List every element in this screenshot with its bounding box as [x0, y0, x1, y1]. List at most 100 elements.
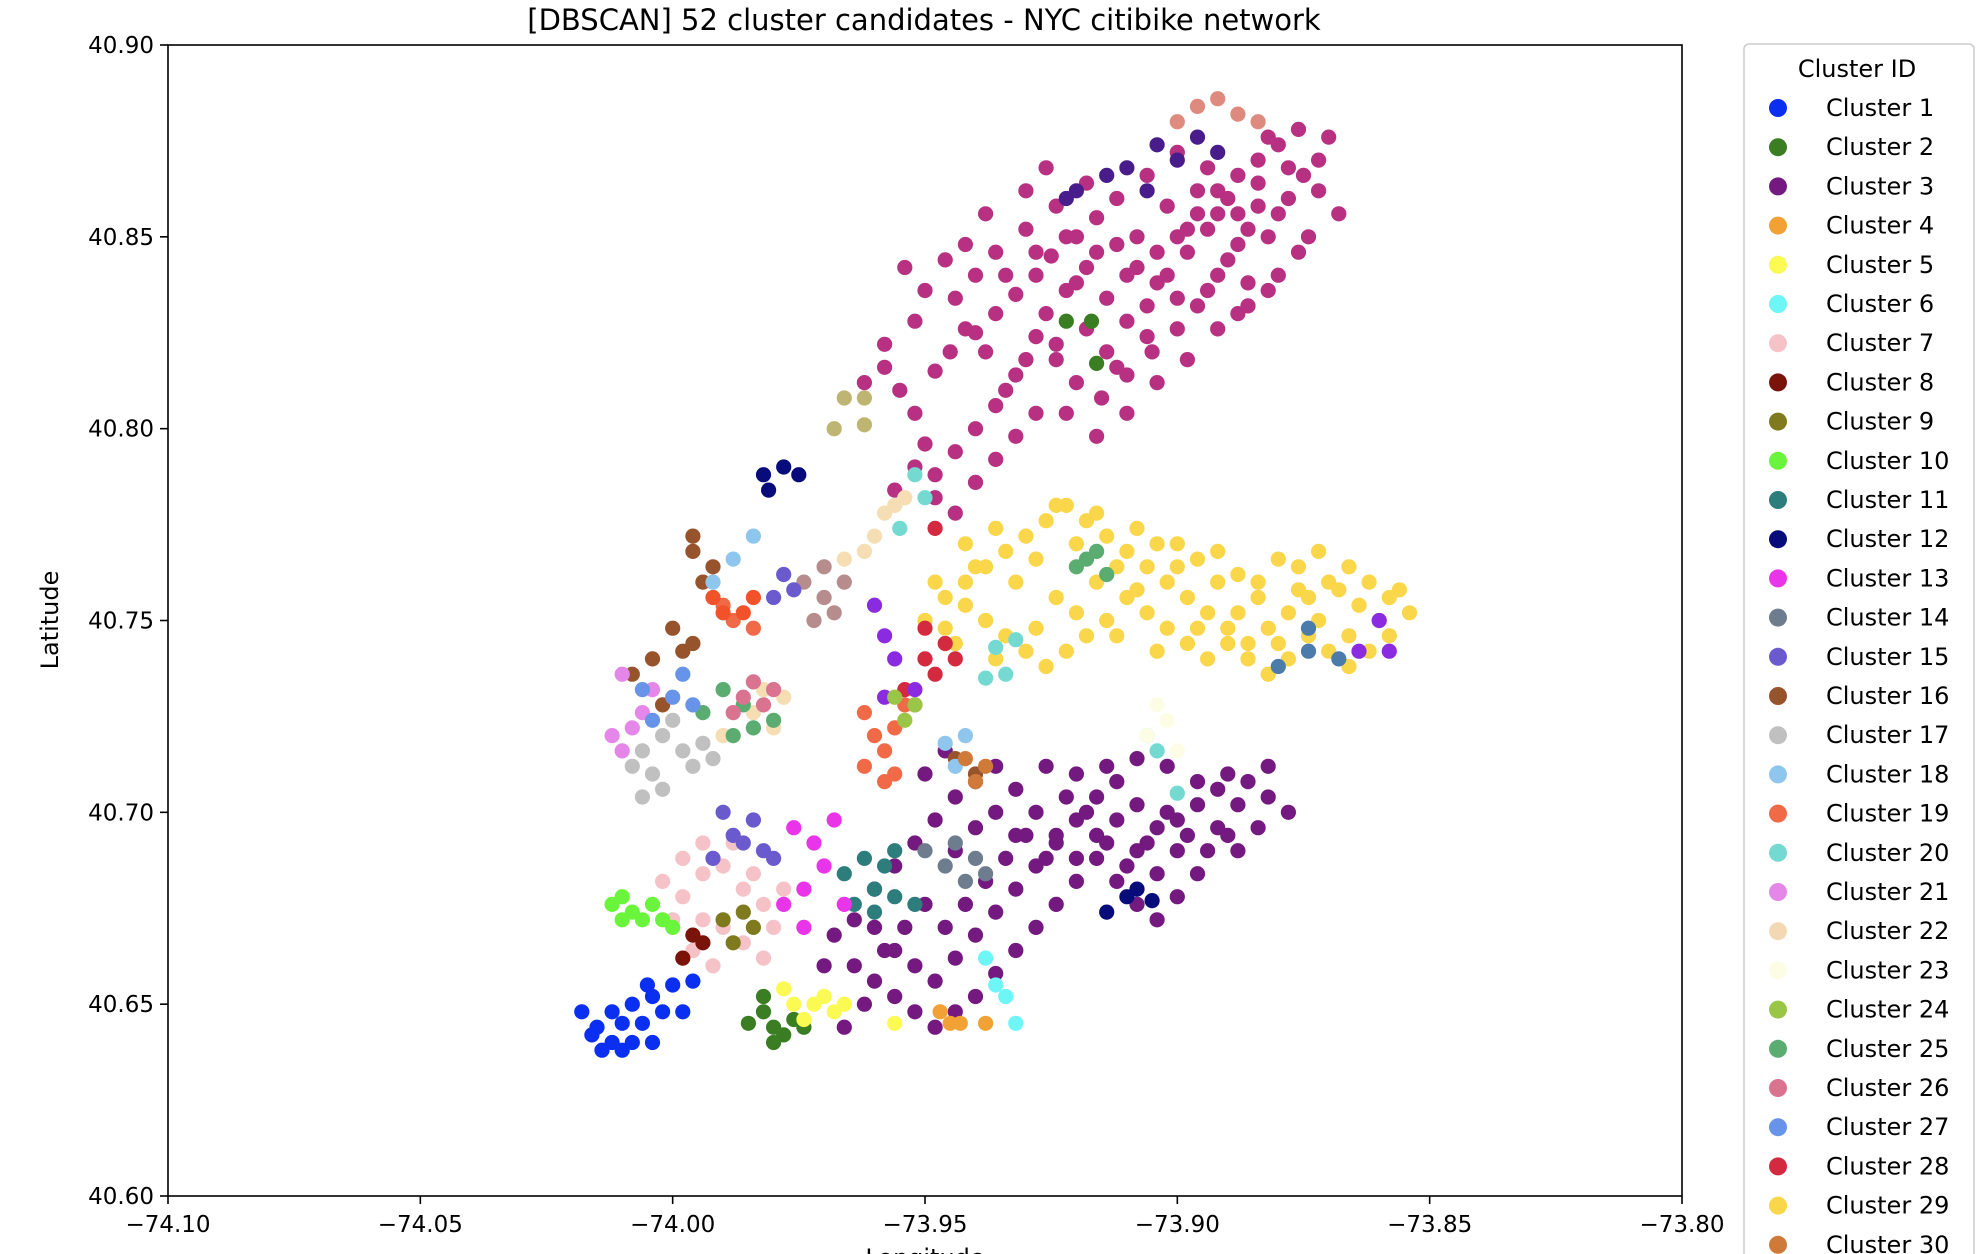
data-point	[1189, 551, 1206, 567]
data-point	[1381, 628, 1397, 644]
data-point	[836, 574, 852, 590]
data-point	[776, 981, 792, 997]
data-point	[887, 843, 903, 859]
data-point	[1220, 766, 1236, 782]
data-point	[1008, 286, 1024, 302]
data-point	[1260, 620, 1276, 636]
legend-marker	[1769, 726, 1787, 745]
data-point	[947, 789, 963, 805]
data-point	[1008, 881, 1024, 897]
data-point	[1149, 137, 1165, 153]
data-point	[1058, 643, 1074, 659]
data-point	[776, 566, 792, 583]
data-point	[624, 996, 640, 1012]
data-point	[1008, 781, 1024, 797]
data-point	[1159, 198, 1175, 214]
data-point	[927, 812, 943, 828]
legend-label: Cluster 25	[1826, 1035, 1949, 1063]
legend-label: Cluster 13	[1826, 564, 1949, 592]
data-point	[967, 988, 984, 1005]
data-point	[836, 866, 852, 882]
data-point	[887, 651, 903, 667]
data-point	[755, 988, 772, 1005]
data-point	[1169, 843, 1185, 859]
legend-label: Cluster 5	[1826, 251, 1934, 279]
data-point	[1078, 804, 1095, 820]
data-point	[675, 950, 691, 966]
data-point	[907, 1004, 923, 1020]
data-point	[998, 666, 1014, 682]
data-point	[1089, 355, 1105, 371]
data-point	[624, 720, 640, 736]
data-point	[877, 858, 893, 874]
data-point	[1139, 167, 1155, 183]
data-point	[1179, 244, 1195, 260]
data-point	[786, 820, 802, 836]
legend-label: Cluster 20	[1826, 839, 1949, 867]
data-point	[745, 620, 762, 636]
data-point	[866, 919, 883, 936]
data-point	[1200, 160, 1216, 176]
data-point	[856, 543, 873, 560]
data-point	[1099, 344, 1115, 360]
data-point	[1391, 582, 1407, 598]
data-point	[1139, 559, 1155, 575]
y-tick-label: 40.65	[88, 992, 154, 1018]
legend-marker	[1769, 765, 1787, 784]
data-point	[967, 927, 984, 943]
data-point	[594, 1042, 610, 1058]
data-point	[1250, 114, 1266, 130]
data-point	[978, 950, 994, 966]
data-point	[1159, 804, 1175, 820]
data-point	[1008, 632, 1024, 648]
data-point	[796, 881, 812, 897]
data-point	[1230, 566, 1246, 583]
legend-label: Cluster 21	[1826, 878, 1949, 906]
data-point	[897, 712, 913, 728]
data-point	[947, 835, 963, 851]
data-point	[1300, 620, 1317, 636]
data-point	[1109, 774, 1125, 790]
data-point	[1270, 206, 1286, 222]
data-point	[655, 873, 671, 890]
data-point	[1230, 206, 1246, 222]
data-point	[1048, 497, 1064, 513]
data-point	[927, 363, 943, 379]
data-point	[1089, 543, 1105, 560]
data-point	[725, 728, 741, 744]
data-point	[1109, 812, 1125, 828]
legend-label: Cluster 23	[1826, 956, 1949, 984]
data-point	[1018, 183, 1034, 199]
data-point	[1240, 651, 1256, 667]
data-point	[1361, 574, 1377, 590]
data-point	[907, 682, 923, 698]
x-tick-label: −73.90	[1135, 1212, 1220, 1238]
data-point	[927, 467, 943, 483]
data-point	[1109, 873, 1125, 890]
data-point	[967, 559, 984, 575]
data-point	[1159, 712, 1175, 728]
data-point	[957, 597, 974, 613]
data-point	[816, 589, 832, 606]
data-point	[655, 728, 671, 744]
data-point	[816, 559, 832, 575]
data-point	[614, 1042, 630, 1058]
data-point	[644, 896, 661, 913]
data-point	[1159, 267, 1175, 283]
data-point	[604, 1004, 620, 1020]
legend-label: Cluster 9	[1826, 408, 1934, 436]
legend-marker	[1769, 177, 1787, 196]
data-point	[907, 697, 923, 713]
data-point	[1200, 605, 1216, 621]
data-point	[1280, 605, 1296, 621]
y-tick-label: 40.70	[88, 800, 154, 826]
data-point	[776, 896, 792, 913]
data-point	[1129, 797, 1145, 813]
data-point	[1048, 896, 1064, 913]
legend-marker	[1769, 1039, 1787, 1058]
data-point	[1220, 635, 1236, 652]
data-point	[604, 728, 620, 744]
data-point	[1058, 405, 1074, 421]
data-point	[967, 820, 984, 836]
